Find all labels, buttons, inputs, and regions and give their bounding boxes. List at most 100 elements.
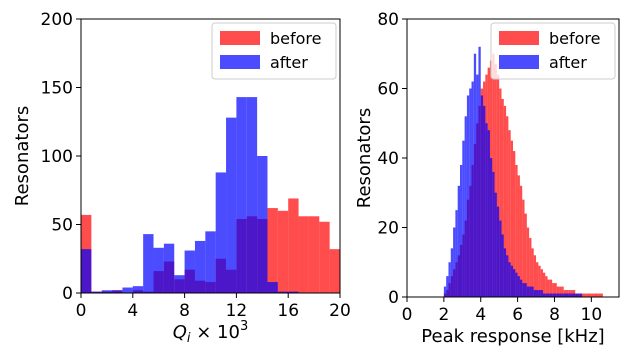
bar-before (519, 185, 523, 297)
y-tick-label: 0 (388, 288, 399, 308)
legend-swatch-after (499, 55, 539, 69)
bar-before (542, 272, 546, 297)
bar-before (501, 98, 504, 297)
bar-after (536, 290, 539, 297)
bar-after (464, 116, 467, 297)
y-tick-label: 150 (41, 79, 73, 99)
bar-after (547, 293, 550, 297)
bar-after (572, 293, 576, 297)
x-tick-label: 20 (329, 301, 351, 321)
legend-swatch-after (220, 55, 260, 69)
bar-after (579, 293, 583, 297)
bar-after (499, 220, 502, 297)
y-tick-label: 40 (377, 149, 399, 169)
bar-after (508, 262, 511, 297)
bar-after (529, 286, 532, 297)
bar-after (524, 283, 527, 297)
bar-before (288, 198, 299, 293)
bar-before (545, 276, 548, 297)
bar-after (226, 117, 237, 293)
bar-before (540, 269, 543, 297)
bar-after (487, 130, 490, 297)
bar-after (542, 293, 546, 297)
bar-after (132, 286, 144, 293)
bar-before (308, 216, 320, 293)
x-tick-label: 4 (127, 301, 138, 321)
bar-after (448, 262, 451, 297)
bar-before (538, 265, 541, 297)
bar-after (466, 95, 470, 297)
bar-before (298, 216, 309, 293)
bar-after (556, 293, 560, 297)
bar-after (143, 234, 154, 293)
legend: before after (490, 22, 616, 80)
x-tick-label: 8 (179, 301, 190, 321)
x-tick-label: 0 (402, 305, 413, 325)
bar-after (496, 206, 500, 297)
y-tick-label: 100 (41, 147, 73, 167)
bar-after (153, 247, 164, 293)
bar-before (549, 279, 553, 297)
bar-before (319, 221, 330, 293)
bar-before (600, 293, 603, 297)
legend-swatch-before (499, 31, 539, 45)
bar-before (589, 293, 592, 297)
bar-after (267, 282, 278, 293)
x-tick-label: 4 (475, 305, 486, 325)
bar-before (593, 293, 596, 297)
bar-after (257, 156, 268, 293)
bar-after (483, 105, 486, 297)
bar-after (462, 140, 465, 297)
bar-before (556, 286, 560, 297)
bar-before (277, 210, 289, 293)
bar-after (163, 243, 175, 293)
bar-after (522, 283, 525, 297)
bar-after (526, 286, 530, 297)
bar-after (554, 293, 557, 297)
bar-before (552, 283, 555, 297)
bar-after (453, 227, 456, 297)
bar-before (531, 248, 534, 297)
bar-after (184, 250, 195, 293)
bar-before (536, 262, 539, 297)
bar-after (446, 276, 449, 297)
bar-after (540, 290, 543, 297)
bar-after (531, 286, 534, 297)
x-tick-label: 8 (549, 305, 560, 325)
bar-before (547, 279, 550, 297)
bar-after (575, 293, 578, 297)
bar-before (494, 64, 497, 297)
right-histogram: 0 2 4 6 8 10 0 20 40 60 80 Resonators Peak response … (354, 10, 620, 347)
bar-after (246, 97, 258, 293)
bar-after (471, 81, 474, 297)
bar-after (552, 293, 555, 297)
y-tick-label: 60 (377, 80, 399, 100)
y-tick-label: 0 (62, 284, 73, 304)
bar-after (443, 286, 447, 297)
bar-after (469, 88, 472, 297)
bar-before (582, 293, 585, 297)
bar-after (205, 231, 216, 293)
bar-after (473, 53, 477, 297)
y-tick-label: 20 (377, 219, 399, 239)
bar-before (598, 293, 601, 297)
bar-before (503, 105, 507, 297)
bar-before (515, 164, 518, 297)
series-after (81, 97, 299, 293)
bar-before (561, 286, 564, 297)
bar-after (515, 272, 518, 297)
bar-before (554, 283, 557, 297)
bar-after (561, 293, 564, 297)
bar-before (595, 293, 599, 297)
bar-before (586, 293, 590, 297)
bar-after (174, 275, 185, 293)
bar-after (455, 210, 458, 297)
legend-label-after: after (270, 53, 308, 72)
bar-after (489, 158, 493, 297)
y-tick-label: 80 (377, 10, 399, 30)
bar-before (526, 227, 530, 297)
x-tick-label: 0 (76, 301, 87, 321)
bar-after (570, 293, 573, 297)
